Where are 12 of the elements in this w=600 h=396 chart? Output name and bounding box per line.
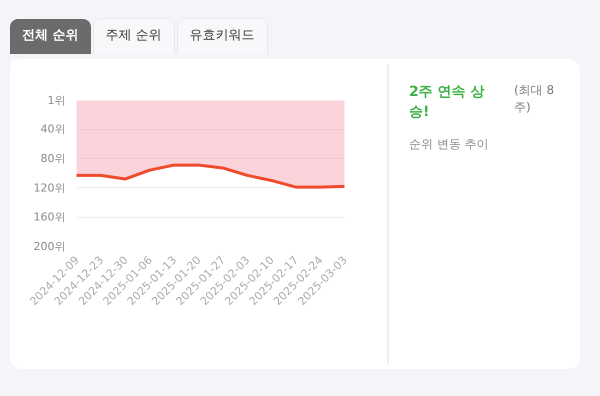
text: 유효키워드 [176, 18, 268, 54]
text: (최대 8 주) [514, 82, 556, 116]
y-tick-label: 200위 [34, 240, 66, 253]
text: 주제 순위 [92, 18, 175, 54]
y-tick-label: 120위 [34, 181, 66, 194]
y-tick-label: 40위 [40, 122, 66, 136]
text: 순위 변동 추이 [409, 136, 490, 153]
text: 2주 연속 상승! [409, 83, 486, 122]
y-tick-label: 1위 [48, 94, 66, 107]
text: 전체 순위 [10, 19, 91, 54]
y-tick-label: 160위 [34, 210, 66, 224]
y-tick-label: 80위 [40, 152, 66, 165]
